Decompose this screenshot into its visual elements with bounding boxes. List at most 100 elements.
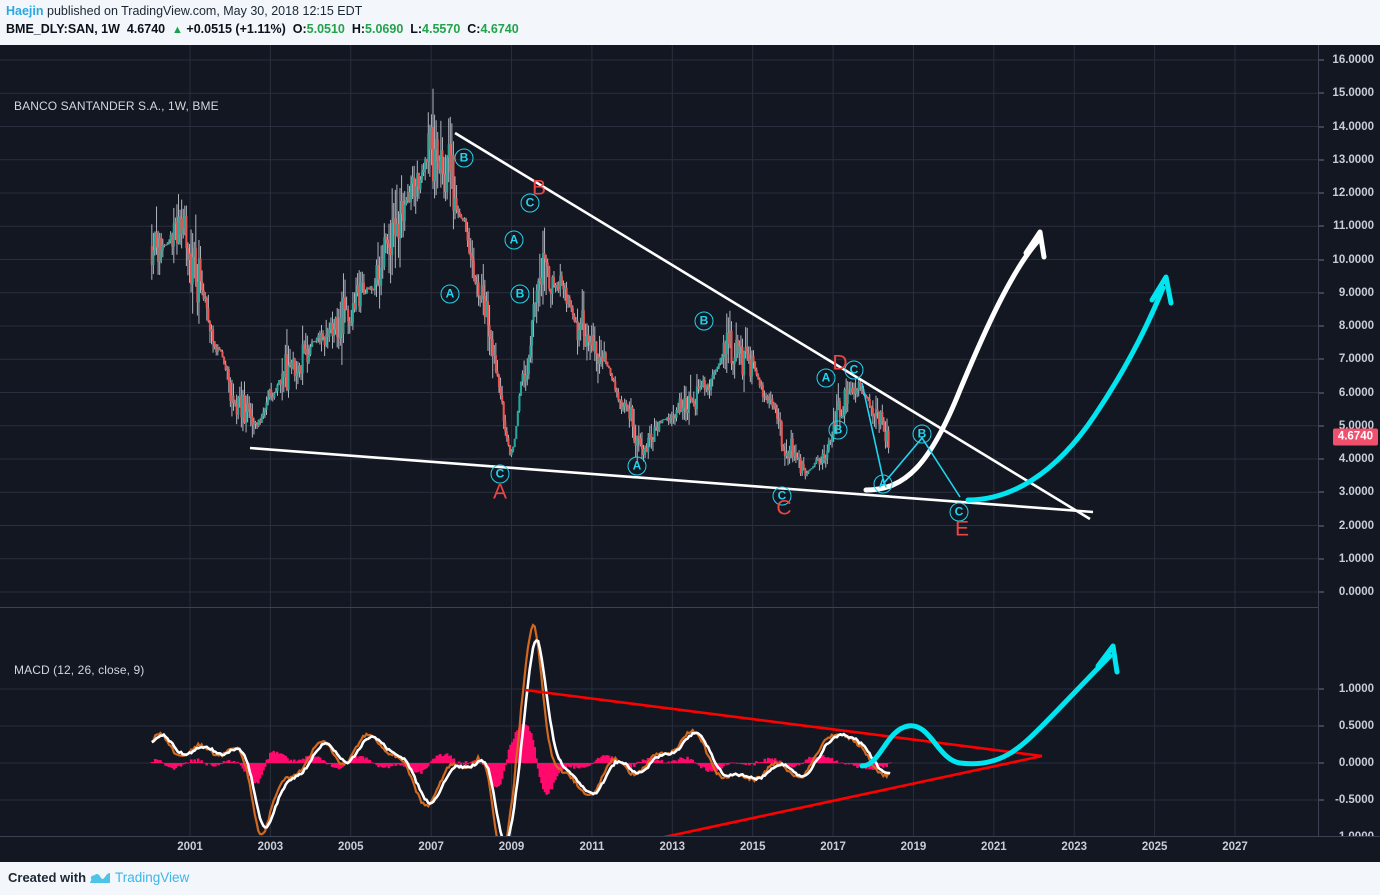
macd-histogram-bar [696,763,700,765]
candle-body-down [848,389,851,391]
macd-histogram-bar [880,763,883,767]
macd-histogram-bar [274,753,277,763]
macd-histogram-bar [497,763,500,787]
macd-histogram-bar [262,763,265,771]
macd-histogram-bar [186,763,190,764]
candle-body-down [397,223,400,239]
macd-histogram-bar [239,763,243,766]
price-pane[interactable]: BANCO SANTANDER S.A., 1W, BME [0,45,1318,607]
macd-histogram-bar [421,763,425,771]
candle-body-down [436,139,439,161]
candle-body-up [446,157,449,192]
macd-histogram-bar [426,763,430,767]
candle-body-down [860,386,863,389]
candle-body-up [381,266,384,269]
macd-pane[interactable]: MACD (12, 26, close, 9) [0,608,1318,836]
macd-histogram-bar [341,763,344,768]
candle-body-up [314,340,317,342]
candle-body-down [370,287,373,290]
macd-histogram-bar [857,763,861,767]
candle-body-down [672,415,675,419]
macd-pane-title: MACD (12, 26, close, 9) [14,663,145,677]
candle-body-up [521,373,524,382]
candle-body-down [402,201,405,221]
macd-histogram-bar [751,763,755,765]
macd-histogram-bar [200,760,203,763]
candle-body-down [614,381,617,391]
macd-histogram-bar [418,763,421,772]
macd-histogram-bar [741,763,744,765]
price-axis-label: 8.0000 [1338,320,1374,332]
macd-histogram-bar [279,753,282,763]
candle-body-up [567,297,570,304]
candle-body-down [208,321,211,332]
candle-body-down [229,382,232,401]
candle-body-down [224,364,227,370]
quote-line: BME_DLY:SAN, 1W 4.6740 ▲ +0.0515 (+1.11%… [6,22,519,36]
macd-histogram-bar [538,763,542,778]
candle-body-down [425,159,428,162]
tradingview-brand-link[interactable]: TradingView [115,870,190,885]
macd-histogram-bar [409,763,413,771]
candle-body-up [636,435,639,446]
candle-body-down [271,396,274,398]
macd-histogram-bar [595,759,598,763]
price-axis-label: 4.0000 [1338,453,1374,465]
macd-histogram-bar [286,758,289,763]
candle-body-down [609,368,612,375]
candle-body-down [347,309,350,322]
candle-body-down [318,335,321,343]
candle-body-up [298,365,301,373]
macd-histogram-bar [495,763,499,788]
candle-body-down [290,362,293,369]
candle-body-up [453,198,457,211]
white-projection-path [863,238,1041,493]
macd-histogram-bar [231,761,234,763]
macd-histogram-bar [732,762,736,764]
candle-body-up [857,382,860,390]
candle-body-up [191,257,194,285]
macd-histogram-bar [756,762,760,763]
macd-histogram-bar [416,763,420,773]
candle-body-up [772,403,775,407]
macd-histogram-bar [171,763,174,769]
candle-body-up [516,411,519,427]
author-name[interactable]: Haejin [6,4,44,18]
macd-histogram-bar [581,763,585,768]
macd-histogram-bar [445,753,449,763]
symbol-label[interactable]: BME_DLY:SAN, 1W [6,22,120,36]
candle-body-up [815,459,818,464]
candle-body-down [615,390,618,393]
candle-body-down [796,457,799,459]
macd-histogram-bar [372,762,375,764]
macd-histogram-bar [540,763,543,784]
macd-histogram-bar [511,742,514,763]
candle-body-up [339,317,342,339]
candle-body-up [260,416,263,423]
candle-body-down [343,297,347,310]
candle-body-down [617,392,620,401]
candle-body-down [234,403,237,405]
candle-body-down [595,341,598,355]
macd-histogram-bar [792,763,796,768]
candle-body-up [559,275,562,290]
candle-body-down [508,445,512,456]
candle-body-up [177,216,180,244]
candle-body-down [306,348,309,362]
candle-body-up [301,344,304,374]
macd-histogram-bar [504,763,507,766]
candle-body-up [278,380,281,385]
candle-body-down [570,304,573,309]
macd-histogram-bar [603,755,607,763]
macd-histogram-bar [517,727,521,763]
candle-body-down [199,258,202,282]
candle-body-up [658,422,661,431]
candle-body-up [168,241,171,243]
price-scale-axis[interactable]: 16.0000 15.0000 14.0000 13.0000 12.0000 11.00… [1318,45,1380,843]
time-scale-axis[interactable]: 2001 2003 2005 2007 2009 2011 2013 2015 2017 2019… [0,836,1380,862]
candle-body-down [689,395,692,400]
candle-body-up [513,439,516,447]
chart-board[interactable]: BANCO SANTANDER S.A., 1W, BME MACD (12, … [0,45,1380,862]
candle-body-up [793,452,796,457]
candle-body-up [788,450,791,459]
